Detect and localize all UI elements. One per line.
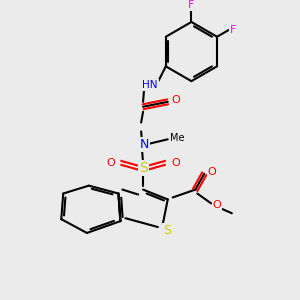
Text: O: O <box>106 158 115 168</box>
Text: O: O <box>208 167 217 177</box>
Text: S: S <box>163 224 171 236</box>
Text: S: S <box>139 161 148 175</box>
Text: O: O <box>213 200 221 210</box>
Text: N: N <box>140 138 149 151</box>
Text: O: O <box>171 95 180 105</box>
Text: HN: HN <box>142 80 158 90</box>
Text: F: F <box>230 25 236 35</box>
Text: Me: Me <box>170 133 185 143</box>
Text: F: F <box>188 0 195 10</box>
Text: O: O <box>171 158 180 168</box>
